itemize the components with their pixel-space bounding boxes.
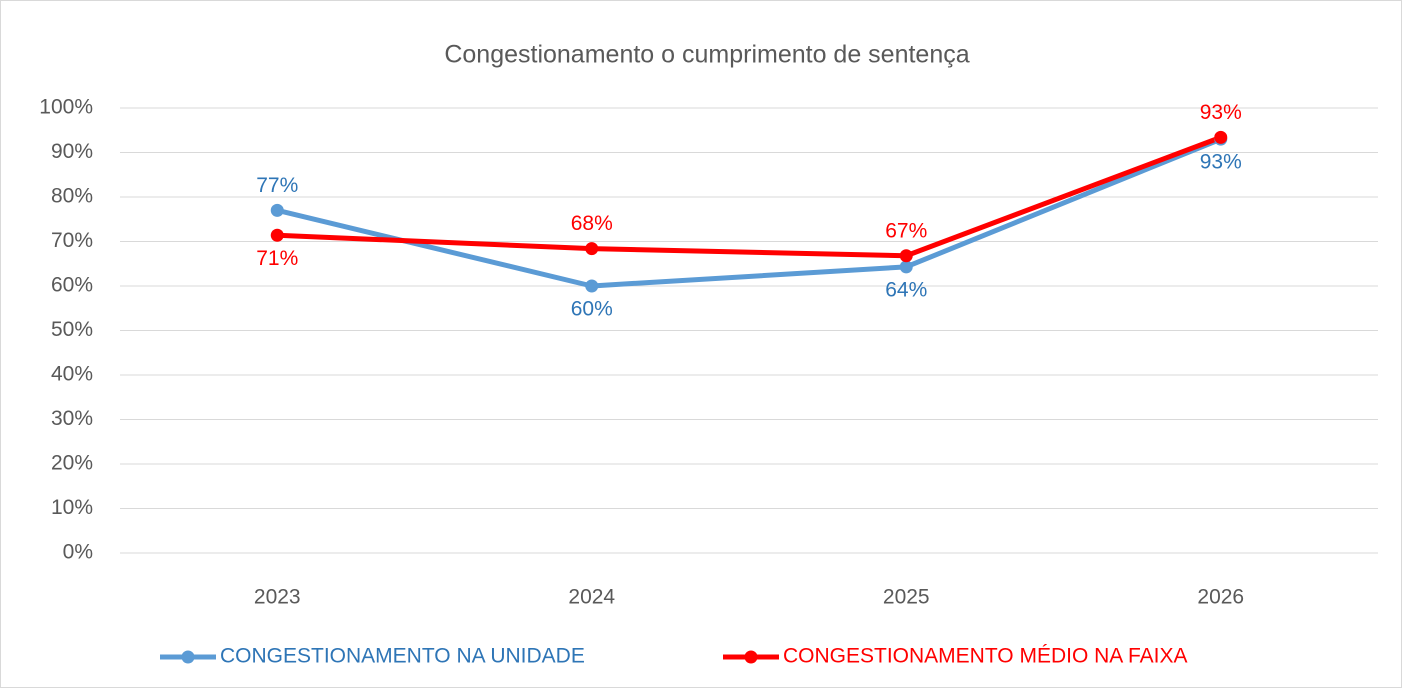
y-tick-label: 20% <box>51 452 93 475</box>
y-tick-label: 90% <box>51 140 93 163</box>
data-label: 93% <box>1200 151 1242 174</box>
legend-label: CONGESTIONAMENTO NA UNIDADE <box>220 645 585 668</box>
y-tick-label: 30% <box>51 407 93 430</box>
data-label: 77% <box>256 174 298 197</box>
series-line <box>276 136 1222 289</box>
x-tick-label: 2025 <box>883 586 930 609</box>
point-marker <box>899 260 913 274</box>
legend-marker <box>181 650 195 664</box>
data-label: 71% <box>256 247 298 270</box>
legend-label: CONGESTIONAMENTO MÉDIO NA FAIXA <box>783 645 1188 668</box>
data-label: 64% <box>885 278 927 301</box>
x-tick-label: 2023 <box>254 586 301 609</box>
y-tick-label: 10% <box>51 496 93 519</box>
y-tick-label: 100% <box>39 96 93 119</box>
y-tick-label: 70% <box>51 229 93 252</box>
y-tick-label: 40% <box>51 363 93 386</box>
data-label: 60% <box>571 298 613 321</box>
point-marker <box>270 203 284 217</box>
series-line <box>277 135 1222 259</box>
point-marker <box>585 242 599 256</box>
data-label: 93% <box>1200 101 1242 124</box>
data-label: 67% <box>885 219 927 242</box>
x-tick-label: 2024 <box>568 586 615 609</box>
y-tick-label: 0% <box>63 541 93 564</box>
x-tick-label: 2026 <box>1197 586 1244 609</box>
y-tick-label: 60% <box>51 274 93 297</box>
y-tick-label: 50% <box>51 318 93 341</box>
data-label: 68% <box>571 212 613 235</box>
point-marker <box>270 228 284 242</box>
point-marker <box>1214 130 1228 144</box>
y-tick-label: 80% <box>51 185 93 208</box>
point-marker <box>585 279 599 293</box>
chart-title: Congestionamento o cumprimento de senten… <box>444 41 969 69</box>
point-marker <box>899 249 913 263</box>
legend-marker <box>744 650 758 664</box>
